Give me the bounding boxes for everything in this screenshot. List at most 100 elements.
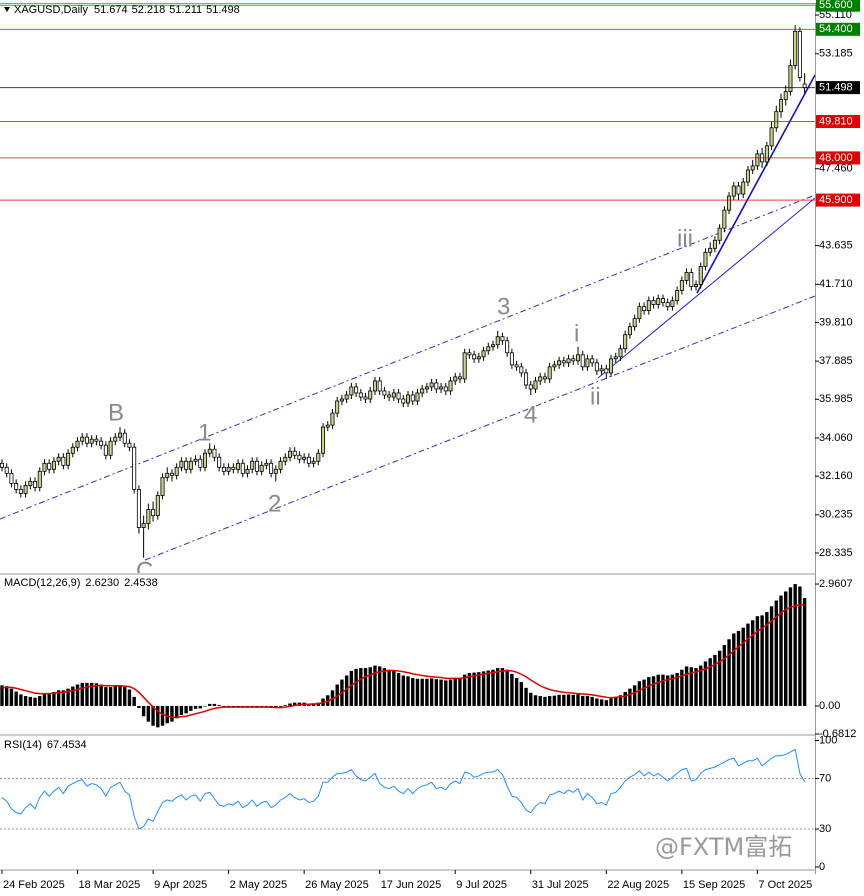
macd-bar [566,694,571,706]
macd-bar [99,684,103,706]
macd-bar [170,705,174,722]
candle-body [66,452,71,466]
macd-bar [581,696,585,706]
macd-bar [453,678,457,706]
candle-body [377,380,382,392]
macd-bar [538,696,542,706]
macd-bar [755,616,760,706]
candle-body [42,462,47,472]
candle-body [169,472,174,476]
macd-bar [496,668,500,706]
macd-bar [42,693,47,706]
macd-bar [293,702,297,706]
wave-label: C [136,557,153,584]
y-tick-label: 100 [819,734,837,746]
x-tick-label: 2 May 2025 [230,879,287,891]
candle-body [689,272,694,287]
macd-bar [510,673,514,706]
macd-bar [359,668,363,706]
candle-body [439,386,444,390]
macd-bar [434,679,439,706]
candle-body [453,376,458,382]
macd-bar [349,670,354,706]
y-tick-label: 41.710 [819,278,853,290]
x-tick-label: 7 Oct 2025 [758,879,812,891]
candle-body [368,390,373,400]
candle-body [259,464,264,472]
candle-body [434,382,439,390]
y-tick-label: 70 [819,772,831,784]
candle-body [56,456,61,462]
x-tick-label: 9 Jul 2025 [456,879,507,891]
macd-bar [85,682,89,706]
macd-bar [680,669,684,706]
candle-body [207,448,212,454]
price-level-box [816,22,860,36]
candle-body [802,83,807,89]
macd-bar [382,668,387,706]
macd-bar [160,705,165,726]
macd-bar [642,679,646,706]
candle-body [155,495,160,516]
macd-bar [354,668,358,706]
macd-bar [774,600,778,706]
candle-body [321,426,326,454]
price-level-label: 54.400 [819,23,853,35]
macd-bar [637,681,642,706]
macd-bar [793,584,797,706]
macd-bar [193,705,198,709]
candle-body [335,400,340,414]
macd-bar [788,587,793,706]
candle-body [660,298,665,303]
macd-bar [529,692,533,706]
candle-body [387,394,392,398]
macd-bar [741,627,745,706]
macd-bar [212,703,217,706]
candle-body [28,480,33,486]
header-value: 51.674 [94,4,128,16]
macd-bar [486,670,490,706]
candle-body [23,484,28,494]
macd-bar [595,698,599,706]
y-tick-label: 47.460 [819,163,853,175]
candle-body [33,480,38,488]
candle-body [325,424,330,428]
macd-bar [533,695,538,706]
y-tick-label: 37.885 [819,355,853,367]
candle-body [330,412,335,426]
macd-bar [727,639,731,706]
candle-body [670,300,675,307]
wave-label: 1 [198,419,211,446]
price-level-box [816,151,860,165]
macd-bar [363,668,368,706]
macd-bar [420,678,424,706]
candle-body [797,30,802,78]
y-tick-label: 0.00 [819,700,840,712]
candle-body [745,169,750,183]
candle-body [467,352,472,356]
macd-bar [198,705,202,709]
macd-bar [387,669,391,706]
y-tick-label: 53.185 [819,48,853,60]
candle-body [401,398,406,404]
candle-body [590,358,595,364]
signal-line [1,604,805,719]
price-level-label: 49.810 [819,115,853,127]
candle-body [481,350,486,358]
macd-bar [137,705,141,709]
macd-bar [765,612,769,706]
candle-body [547,366,552,380]
candle-body [500,336,505,342]
macd-bar [760,615,764,706]
candle-body [236,462,241,470]
candle-body [675,290,680,301]
macd-bar [47,693,51,706]
macd-bar [576,694,580,706]
macd-bar [33,697,37,706]
candle-body [779,99,784,113]
candle-body [561,360,566,364]
macd-bar [623,691,627,706]
candle-body [712,239,717,249]
candle-body [651,300,656,305]
